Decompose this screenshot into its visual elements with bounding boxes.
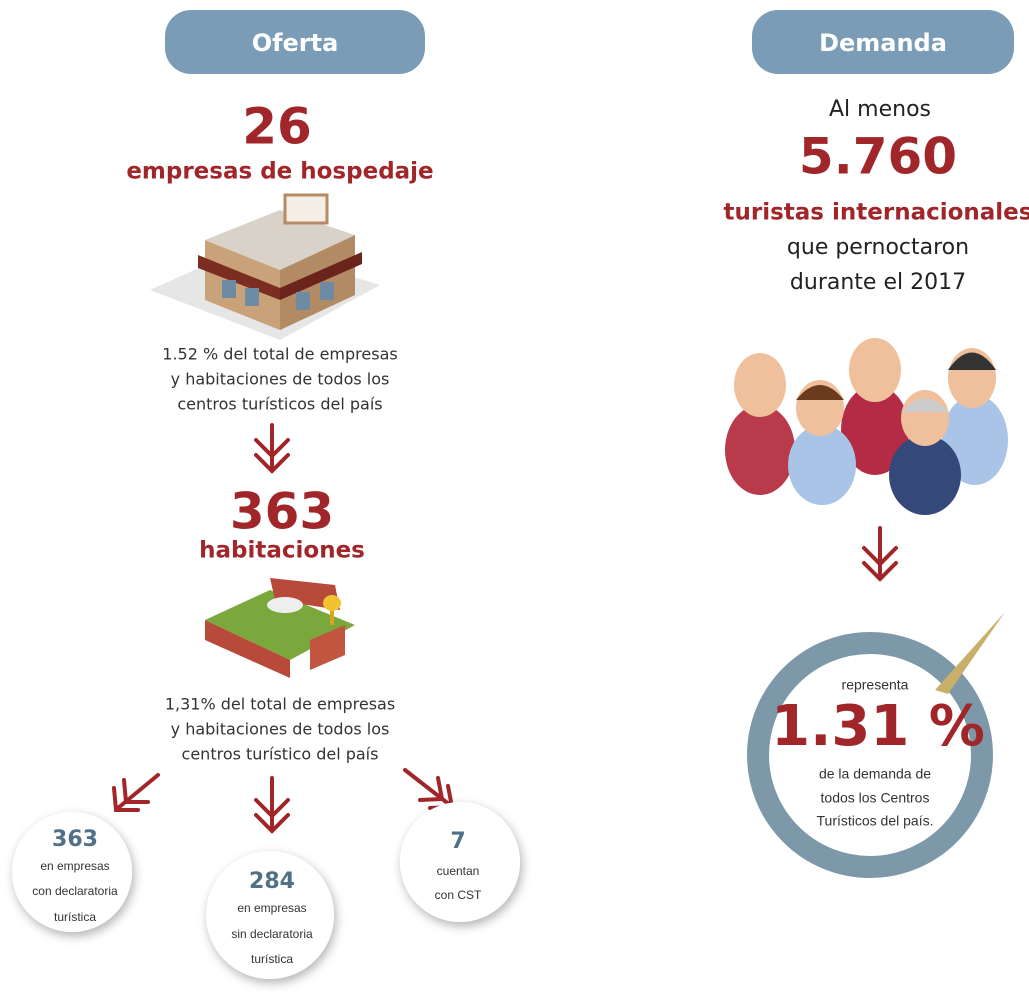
pencil bbox=[935, 612, 1005, 694]
circle-line: con declaratoria bbox=[32, 884, 118, 898]
companies-number: 26 bbox=[242, 98, 312, 156]
pill bbox=[165, 10, 425, 74]
tourists-line: que pernoctaron bbox=[787, 235, 969, 260]
share-intro: representa bbox=[842, 677, 909, 693]
circles bbox=[12, 802, 520, 979]
share-value: 1.31 % bbox=[771, 694, 985, 759]
note-line: 1.52 % del total de empresas bbox=[162, 345, 397, 364]
share-line: todos los Centros bbox=[821, 790, 930, 806]
rooms-label: habitaciones bbox=[199, 538, 365, 564]
circle-line: cuentan bbox=[437, 864, 480, 878]
note-line: y habitaciones de todos los bbox=[171, 720, 390, 739]
circle-line: con CST bbox=[435, 888, 482, 902]
note-line: y habitaciones de todos los bbox=[171, 370, 390, 389]
note-line: centros turísticos del país bbox=[177, 395, 382, 414]
circle-line: turística bbox=[251, 952, 293, 966]
note-line: centros turístico del país bbox=[182, 745, 379, 764]
tourists-line: durante el 2017 bbox=[790, 270, 966, 295]
rooms-number: 363 bbox=[230, 483, 334, 541]
bed-icon bbox=[205, 578, 355, 678]
note-line: 1,31% del total de empresas bbox=[165, 695, 395, 714]
pill bbox=[752, 10, 1014, 74]
arrow bbox=[112, 768, 455, 834]
circle-line: en empresas bbox=[237, 901, 306, 915]
circle-line: en empresas bbox=[40, 859, 109, 873]
circle-line: sin declaratoria bbox=[231, 927, 313, 941]
people-icon bbox=[725, 338, 1008, 515]
section-title: Demanda bbox=[819, 29, 947, 57]
circle-line: turística bbox=[54, 910, 96, 924]
building-icon bbox=[150, 193, 380, 340]
section-title: Oferta bbox=[252, 29, 339, 57]
circle-number: 363 bbox=[52, 827, 98, 852]
share-line: de la demanda de bbox=[819, 766, 931, 782]
companies-label: empresas de hospedaje bbox=[126, 159, 433, 185]
prefix: Al menos bbox=[829, 97, 931, 122]
arrow bbox=[254, 423, 290, 474]
tourists-label: turistas internacionales bbox=[724, 200, 1029, 226]
arrow bbox=[862, 526, 898, 582]
share-line: Turísticos del país. bbox=[817, 813, 934, 829]
circle-number: 284 bbox=[249, 869, 295, 894]
tourists-number: 5.760 bbox=[799, 128, 957, 186]
circle-number: 7 bbox=[450, 829, 465, 854]
ring bbox=[747, 632, 993, 878]
